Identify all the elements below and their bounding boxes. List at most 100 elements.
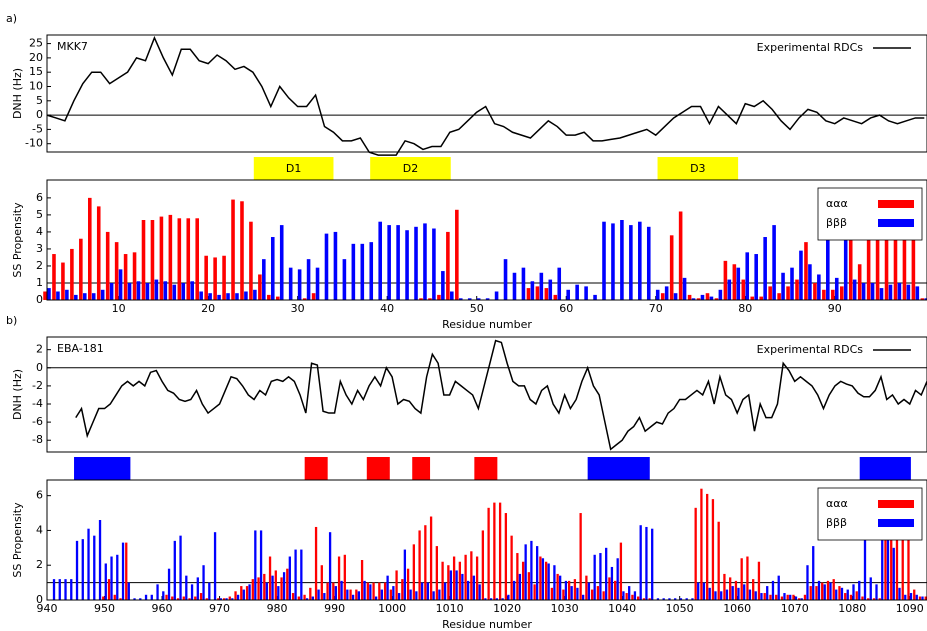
bar [526, 288, 531, 300]
bar [760, 593, 763, 600]
bar [786, 594, 789, 600]
bar [611, 223, 615, 300]
bar [96, 206, 101, 300]
bar [204, 255, 208, 300]
bar [524, 544, 527, 600]
bar [890, 499, 893, 600]
bar [840, 587, 844, 600]
bar [70, 579, 73, 600]
bar [182, 596, 185, 600]
bar [119, 598, 122, 600]
bar [530, 281, 535, 300]
bar [714, 298, 719, 300]
legend-swatch [878, 519, 914, 527]
x-tick-label: 1020 [493, 602, 521, 615]
bar [270, 237, 275, 300]
y-tick-label: 0 [36, 293, 43, 306]
data-line [75, 339, 927, 451]
y-tick-label: -10 [25, 137, 43, 150]
bar [194, 596, 197, 600]
bar [582, 594, 585, 600]
bar [915, 594, 918, 600]
bar [599, 553, 602, 600]
bar [136, 281, 141, 300]
bar [337, 556, 341, 600]
bar [349, 589, 352, 600]
bar [222, 255, 226, 300]
bar [920, 298, 925, 300]
bar [268, 556, 272, 600]
x-tick-label: 1010 [436, 602, 464, 615]
bar [274, 570, 277, 600]
bar [378, 582, 381, 600]
y-tick-label: 1 [36, 276, 43, 289]
bar [803, 594, 807, 600]
bar [369, 242, 374, 300]
chart-title: EBA-181 [57, 342, 104, 355]
x-tick-label: 1090 [896, 602, 924, 615]
bar [846, 589, 849, 600]
x-tick-label: 970 [209, 602, 230, 615]
bar [800, 598, 803, 600]
bar [240, 586, 243, 600]
bar [664, 286, 669, 300]
bar [409, 589, 412, 600]
bar [834, 277, 839, 300]
bar [521, 561, 525, 600]
bar [470, 551, 473, 600]
bar [82, 293, 87, 300]
x-tick-label: 1050 [666, 602, 694, 615]
bar [656, 598, 660, 600]
bar [694, 507, 697, 600]
y-tick-label: 2 [36, 343, 43, 356]
y-tick-label: 5 [36, 208, 43, 221]
bar [372, 582, 375, 600]
bar [74, 294, 78, 300]
bar [620, 220, 624, 300]
bar [504, 513, 508, 600]
bar [734, 580, 738, 600]
bar [141, 220, 146, 300]
bar [494, 291, 499, 300]
bar [521, 267, 526, 300]
bar [815, 586, 818, 600]
bar [288, 556, 291, 600]
region [74, 457, 131, 480]
bar [263, 573, 266, 600]
bar [217, 294, 221, 300]
bar [655, 289, 660, 300]
bar [401, 579, 404, 600]
bar [550, 587, 554, 600]
bar [863, 533, 867, 600]
bar [909, 593, 913, 600]
bar [884, 513, 887, 600]
bar [783, 593, 786, 600]
bar [829, 582, 832, 600]
bar [478, 584, 481, 600]
bar [857, 264, 862, 300]
bar [476, 298, 481, 300]
bar [718, 289, 723, 300]
bar [334, 586, 337, 600]
bar [412, 544, 415, 600]
bar [711, 499, 715, 600]
bar [441, 561, 444, 600]
bar [556, 573, 559, 600]
bar [904, 594, 907, 600]
bar [602, 591, 605, 600]
bar [878, 598, 881, 600]
bar [208, 293, 212, 300]
bar [536, 546, 539, 600]
bar [52, 254, 56, 300]
bar [564, 580, 568, 600]
bar [516, 553, 519, 600]
bar [809, 586, 812, 600]
bar [121, 542, 125, 600]
bar [177, 218, 182, 300]
y-tick-label: 2 [36, 259, 43, 272]
bar [47, 288, 51, 300]
region [859, 457, 911, 480]
bar [231, 598, 234, 600]
bar [127, 282, 132, 300]
bar [660, 293, 665, 300]
